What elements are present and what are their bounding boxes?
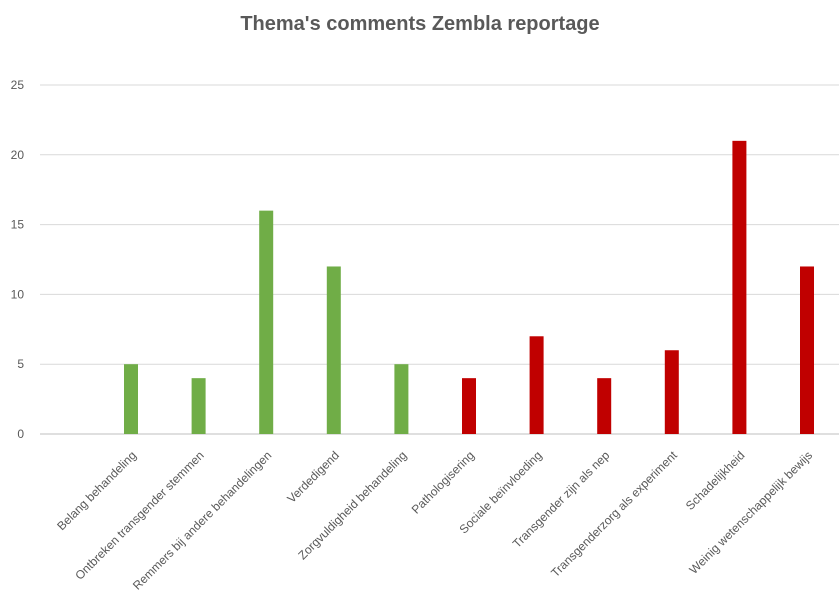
bar (191, 378, 206, 434)
bar (529, 336, 544, 434)
x-category-label: Transgenderzorg als experiment (548, 448, 680, 580)
x-category-label: Schadelijkheid (683, 448, 748, 513)
chart-title: Thema's comments Zembla reportage (240, 13, 599, 35)
y-tick-label: 20 (11, 148, 25, 162)
bar (326, 266, 341, 434)
x-category-label: Ontbreken transgender stemmen (72, 448, 206, 582)
x-category-label: Remmers bij andere behandelingen (130, 448, 274, 592)
x-category-label: Weinig wetenschappelijk bewijs (687, 448, 816, 577)
x-category-label: Verdedigend (284, 448, 342, 506)
bar (462, 378, 476, 434)
bar (732, 140, 747, 434)
bar (259, 210, 274, 434)
x-category-label: Zorgvuldigheid behandeling (295, 448, 409, 562)
bar (597, 378, 612, 434)
y-tick-label: 25 (11, 78, 25, 92)
y-axis-tick-labels: 0 5 10 15 20 25 (11, 78, 25, 441)
bar (394, 364, 409, 434)
bar (664, 350, 679, 434)
gridlines (40, 84, 839, 435)
bar (124, 364, 138, 434)
y-tick-label: 5 (17, 357, 24, 371)
y-tick-label: 0 (17, 427, 24, 441)
bars (124, 140, 814, 434)
y-tick-label: 15 (11, 218, 25, 232)
y-tick-label: 10 (11, 287, 25, 301)
x-category-label: Pathologisering (409, 448, 477, 516)
bar (800, 266, 814, 434)
